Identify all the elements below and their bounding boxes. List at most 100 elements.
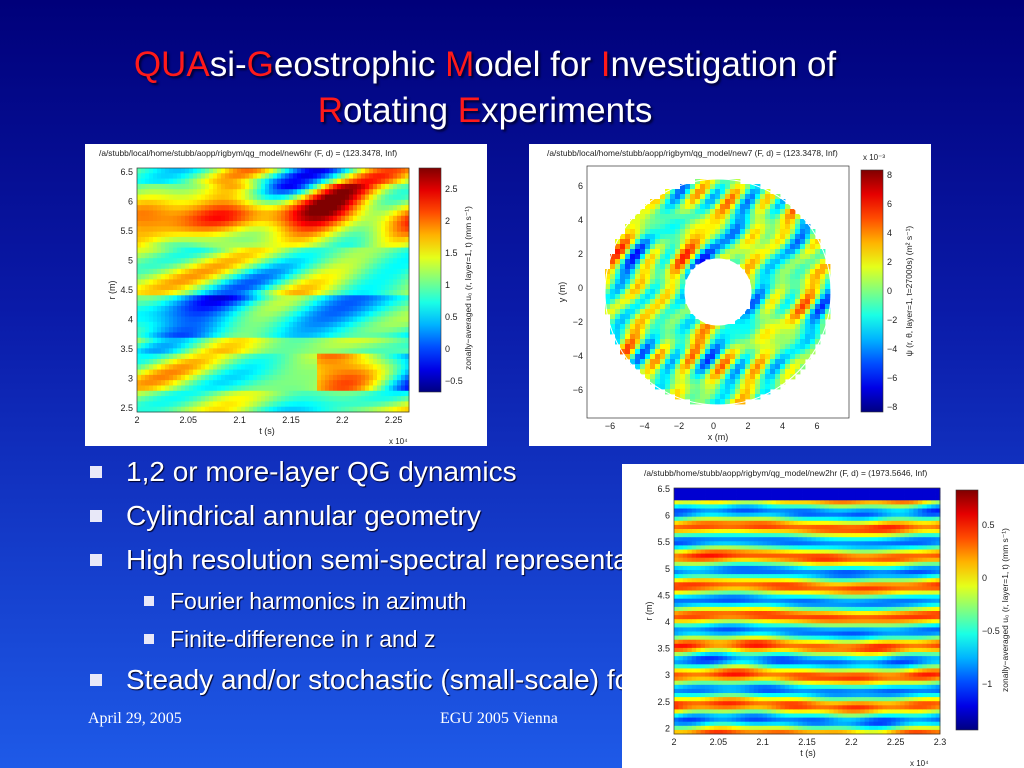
x-scale-label: x 10⁴ — [910, 759, 929, 768]
y-tick-label: 3 — [128, 374, 133, 384]
x-tick-labels: −6 −4 −2 0 2 4 6 — [605, 421, 820, 431]
title-initial-letter: M — [445, 45, 475, 84]
y-tick-label: 3.5 — [657, 644, 670, 654]
y-tick-label: 3.5 — [120, 344, 133, 354]
y-tick-label: −2 — [573, 317, 583, 327]
y-tick-label: 6.5 — [657, 484, 670, 494]
title-line-2: Rotating Experiments — [0, 88, 970, 134]
bullet-square-icon — [90, 554, 102, 566]
footer-date: April 29, 2005 — [88, 710, 182, 727]
y-tick-labels: 6.5 6 5.5 5 4.5 4 3.5 3 2.5 2 — [657, 484, 670, 733]
plot-frame — [136, 167, 410, 413]
colorbar-tick-label: 0.5 — [982, 520, 995, 530]
y-axis-label: r (m) — [107, 281, 117, 300]
bullet-square-icon — [90, 674, 102, 686]
plot-header: /a/stubb/local/home/stubb/aopp/rigbym/qg… — [547, 148, 838, 158]
title-text-segment: eostrophic — [273, 45, 446, 84]
colorbar-label: zonally−averaged u₀ (r, layer=1, t) (mm … — [1000, 528, 1010, 692]
colorbar-tick-label: −6 — [887, 373, 897, 383]
colorbar — [418, 167, 442, 393]
y-tick-label: −6 — [573, 385, 583, 395]
y-tick-label: 2.5 — [120, 403, 133, 413]
colorbar-tick-label: 0.5 — [445, 312, 458, 322]
title-line-1: QUAsi-Geostrophic Model for Investigatio… — [0, 42, 970, 88]
plot-header: /a/stubb/home/stubb/aopp/rigbym/qg_model… — [644, 468, 927, 478]
annulus-field — [605, 179, 831, 405]
bullet-item: 1,2 or more-layer QG dynamics — [88, 450, 628, 494]
x-tick-label: 2.2 — [845, 737, 858, 747]
title-initial-letter: I — [600, 45, 611, 84]
bullet-square-icon — [144, 596, 154, 606]
y-tick-label: 4.5 — [657, 590, 670, 600]
colorbar — [860, 169, 884, 413]
bullet-square-icon — [144, 634, 154, 644]
colorbar-tick-label: −8 — [887, 402, 897, 412]
bullet-item: Steady and/or stochastic (small-scale) f… — [88, 658, 628, 702]
sub-bullet-item: Fourier harmonics in azimuth — [88, 582, 628, 620]
y-tick-label: 6 — [128, 197, 133, 207]
title-text-segment: nvestigation of — [610, 45, 837, 84]
colorbar-scale-label: x 10⁻³ — [863, 153, 885, 162]
colorbar-tick-label: −1 — [982, 679, 992, 689]
x-tick-label: 2.25 — [385, 415, 403, 425]
x-tick-label: −6 — [605, 421, 615, 431]
x-tick-label: 0 — [711, 421, 716, 431]
colorbar-tick-label: 6 — [887, 199, 892, 209]
bullet-square-icon — [90, 510, 102, 522]
y-axis-label: r (m) — [644, 602, 654, 621]
bullet-text: Fourier harmonics in azimuth — [170, 588, 467, 614]
bullet-item: Cylindrical annular geometry — [88, 494, 628, 538]
slide-title: QUAsi-Geostrophic Model for Investigatio… — [0, 42, 970, 134]
x-tick-label: 2 — [745, 421, 750, 431]
colorbar-label: zonally−averaged u₀ (r, layer=1, t) (mm … — [463, 206, 473, 370]
heatmap-cells — [674, 488, 941, 735]
colorbar-tick-label: −0.5 — [445, 376, 463, 386]
x-axis-label: t (s) — [800, 748, 816, 758]
colorbar-tick-label: 2.5 — [445, 184, 458, 194]
y-tick-labels: 6 4 2 0 −2 −4 −6 — [573, 181, 583, 395]
x-tick-labels: 2 2.05 2.1 2.15 2.2 2.25 — [134, 415, 402, 425]
x-tick-label: 2.05 — [180, 415, 198, 425]
y-tick-label: 4 — [128, 315, 133, 325]
y-tick-label: −4 — [573, 351, 583, 361]
colorbar-tick-labels: 2.5 2 1.5 1 0.5 0 −0.5 — [445, 184, 463, 386]
bullet-text: 1,2 or more-layer QG dynamics — [126, 456, 517, 487]
y-tick-label: 6 — [665, 511, 670, 521]
title-initial-letter: E — [457, 91, 482, 130]
plot-frame — [673, 487, 941, 735]
colorbar-tick-label: 1.5 — [445, 248, 458, 258]
footer-event: EGU 2005 Vienna — [440, 710, 558, 727]
y-tick-label: 2.5 — [657, 697, 670, 707]
x-tick-label: 6 — [814, 421, 819, 431]
y-axis-label: y (m) — [557, 282, 567, 303]
y-tick-label: 5 — [128, 256, 133, 266]
title-text-segment: otating — [342, 91, 458, 130]
y-tick-label: 5 — [665, 564, 670, 574]
x-tick-label: 2.1 — [233, 415, 246, 425]
x-tick-label: 2 — [134, 415, 139, 425]
y-tick-label: 2 — [578, 249, 583, 259]
colorbar-tick-label: −2 — [887, 315, 897, 325]
y-tick-label: 6 — [578, 181, 583, 191]
title-initial-letter: G — [246, 45, 274, 84]
colorbar-tick-label: 1 — [445, 280, 450, 290]
title-initial-letter: QUA — [133, 45, 210, 84]
x-tick-label: 4 — [780, 421, 785, 431]
title-text-segment: si- — [209, 45, 247, 84]
plot-header: /a/stubb/local/home/stubb/aopp/rigbym/qg… — [99, 148, 397, 158]
figure-hovmoller-new2hr: /a/stubb/home/stubb/aopp/rigbym/qg_model… — [622, 464, 1024, 768]
colorbar-tick-label: 2 — [887, 257, 892, 267]
figure-annulus-streamfunction: /a/stubb/local/home/stubb/aopp/rigbym/qg… — [529, 144, 931, 446]
x-tick-label: 2.1 — [756, 737, 769, 747]
bullet-text: Steady and/or stochastic (small-scale) f… — [126, 664, 628, 695]
colorbar-label: ψ (r, θ, layer=1, t=27000s) (m² s⁻¹) — [904, 226, 914, 357]
x-scale-label: x 10⁴ — [389, 437, 408, 446]
x-tick-label: −4 — [639, 421, 649, 431]
annulus-outer-edge — [604, 178, 832, 406]
x-tick-label: 2 — [671, 737, 676, 747]
sub-bullet-item: Finite-difference in r and z — [88, 620, 628, 658]
x-tick-label: 2.2 — [336, 415, 349, 425]
y-tick-label: 4 — [578, 215, 583, 225]
colorbar-gradient — [860, 169, 884, 413]
figure-hovmoller-6hr: /a/stubb/local/home/stubb/aopp/rigbym/qg… — [85, 144, 487, 446]
